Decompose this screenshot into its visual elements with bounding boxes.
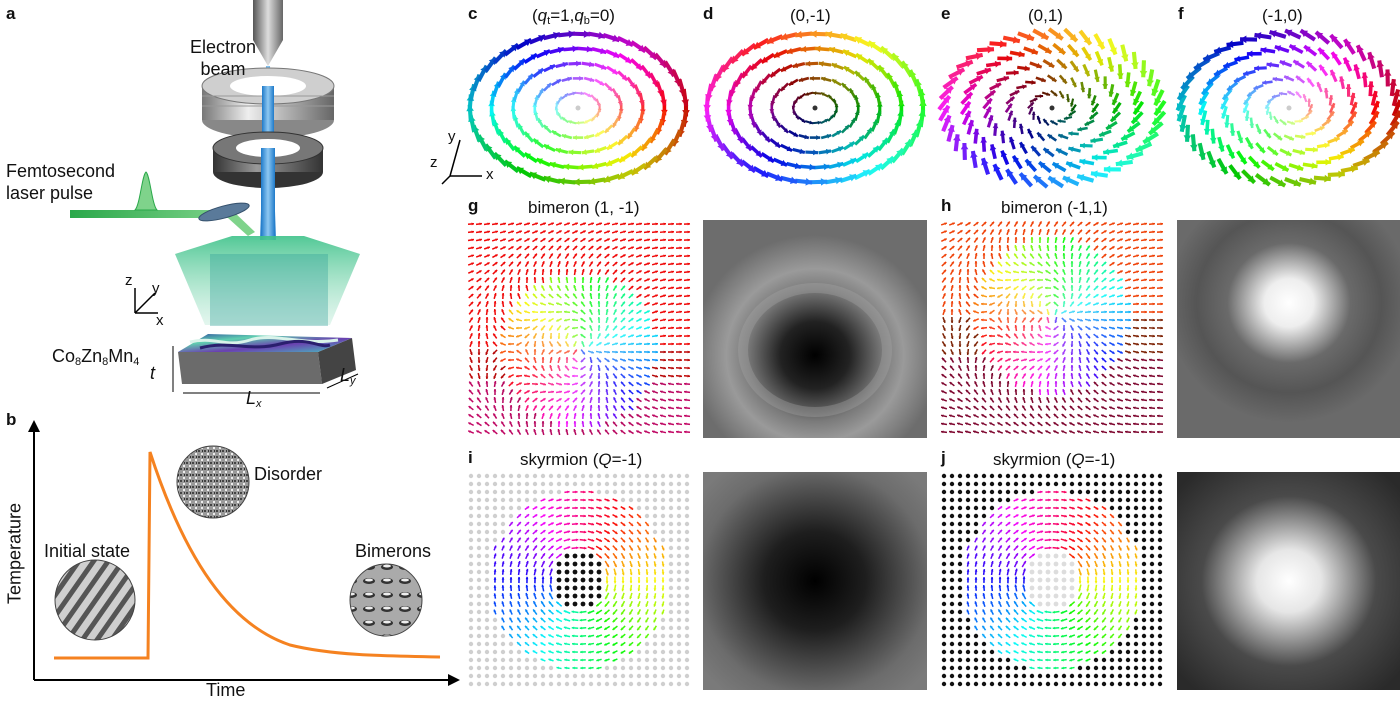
texture-d (703, 28, 927, 188)
panel-label-d: d (703, 4, 713, 24)
initial-state-image (55, 560, 135, 640)
formula-zn: Zn (81, 346, 102, 366)
contrast-image-j (1177, 472, 1400, 690)
sample-slab (178, 334, 356, 384)
panel-label-h: h (941, 196, 951, 216)
axis-z-c: z (430, 154, 438, 171)
spin-map-h (940, 220, 1164, 438)
laser-pulse-shape (135, 172, 157, 210)
axis-y-c: y (448, 128, 456, 145)
electron-beam-label-line1: Electron (182, 36, 264, 58)
axis-x-c: x (486, 166, 494, 183)
bimerons-image (350, 564, 422, 636)
spin-map-j (940, 472, 1164, 690)
panel-e-title: (0,1) (1028, 6, 1063, 26)
panel-label-g: g (468, 196, 478, 216)
panel-label-j: j (941, 448, 946, 468)
panel-label-c: c (468, 4, 477, 24)
bimerons-label: Bimerons (355, 541, 431, 562)
title-i-post: =-1) (612, 450, 643, 469)
axes-glyph-c (430, 128, 490, 190)
contrast-image-g (703, 220, 927, 438)
texture-f (1177, 28, 1400, 188)
formula-mn: Mn (108, 346, 133, 366)
formula-co: Co (52, 346, 75, 366)
title-c-mid1: =1, (550, 6, 574, 25)
panel-c-title: (qt=1,qb=0) (532, 6, 615, 27)
ly-label: Ly (340, 365, 356, 387)
title-j-q: Q (1071, 450, 1084, 469)
title-i-q: Q (598, 450, 611, 469)
initial-state-label: Initial state (44, 541, 130, 562)
panel-d-title: (0,-1) (790, 6, 831, 26)
y-axis-label: Temperature (5, 499, 26, 609)
title-i-pre: skyrmion ( (520, 450, 598, 469)
title-c-qt: q (538, 6, 547, 25)
disorder-label: Disorder (254, 464, 322, 485)
contrast-image-i (703, 472, 927, 690)
panel-label-b: b (6, 410, 16, 430)
texture-e (940, 28, 1164, 188)
panel-f-title: (-1,0) (1262, 6, 1303, 26)
ly-letter: L (340, 365, 350, 385)
disorder-image (177, 446, 249, 518)
axis-x-a: x (156, 312, 164, 329)
lx-letter: L (246, 388, 256, 408)
title-j-post: =-1) (1085, 450, 1116, 469)
panel-label-e: e (941, 4, 950, 24)
material-formula: Co8Zn8Mn4 (52, 346, 139, 368)
title-j-pre: skyrmion ( (993, 450, 1071, 469)
laser-label-line2: laser pulse (6, 182, 115, 204)
texture-c (466, 28, 690, 188)
lx-label: Lx (246, 388, 262, 410)
electron-beam-label-line2: beam (182, 58, 264, 80)
axis-z-a: z (125, 272, 133, 289)
x-axis-label: Time (206, 680, 245, 701)
panel-i-title: skyrmion (Q=-1) (520, 450, 642, 470)
title-c-qb: q (574, 6, 583, 25)
panel-j-title: skyrmion (Q=-1) (993, 450, 1115, 470)
spin-map-g (467, 220, 691, 438)
axis-y-a: y (152, 280, 160, 297)
laser-label-line1: Femtosecond (6, 160, 115, 182)
panel-label-f: f (1178, 4, 1184, 24)
laser-label: Femtosecond laser pulse (6, 160, 115, 204)
title-c-mid2: =0) (590, 6, 615, 25)
panel-h-title: bimeron (-1,1) (1001, 198, 1108, 218)
ly-sub: y (350, 375, 356, 387)
formula-n3: 4 (133, 356, 139, 368)
lx-sub: x (256, 398, 262, 410)
panel-label-i: i (468, 448, 473, 468)
spin-map-i (467, 472, 691, 690)
panel-g-title: bimeron (1, -1) (528, 198, 639, 218)
contrast-image-h (1177, 220, 1400, 438)
thickness-label: t (150, 363, 155, 384)
electron-beam-label: Electron beam (182, 36, 264, 80)
